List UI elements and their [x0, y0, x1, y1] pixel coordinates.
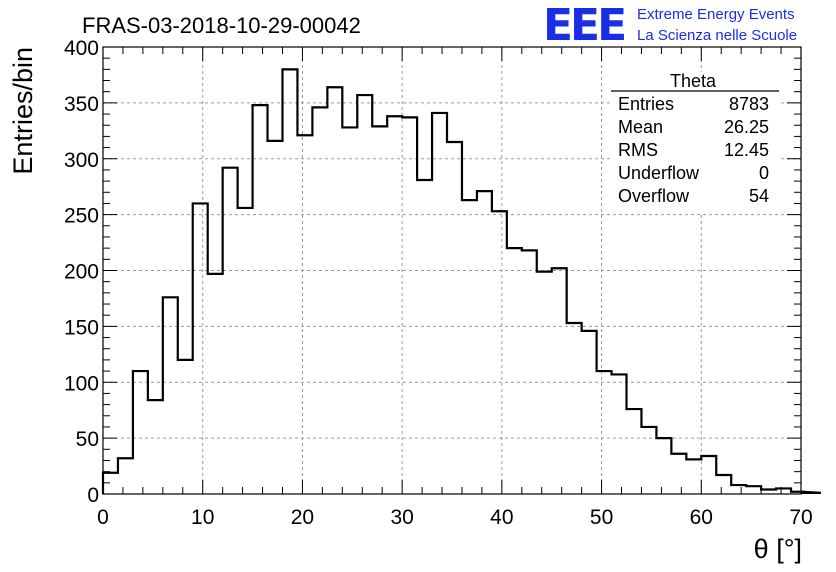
histogram-bin: [507, 248, 522, 494]
histogram-bin: [656, 438, 671, 494]
histogram-bin: [567, 323, 582, 494]
histogram-bin: [253, 105, 268, 494]
histogram-bin: [133, 371, 148, 494]
y-tick-label: 0: [87, 484, 99, 507]
stats-label: Mean: [618, 117, 663, 137]
histogram-bin: [178, 360, 193, 494]
stats-value: 0: [759, 163, 769, 183]
histogram-bin: [327, 87, 342, 494]
histogram-bin: [641, 427, 656, 494]
histogram-bin: [731, 485, 746, 494]
histogram-bin: [612, 374, 627, 494]
x-tick-label: 0: [97, 506, 109, 529]
histogram-bin: [716, 475, 731, 494]
logo-line-2: La Scienza nelle Scuole: [637, 27, 797, 44]
histogram-bin: [537, 272, 552, 494]
stats-title: Theta: [670, 71, 717, 91]
y-axis-title: Entries/bin: [8, 47, 38, 175]
histogram-bin: [477, 191, 492, 494]
x-tick-label: 20: [291, 506, 314, 529]
stats-value: 54: [749, 186, 769, 206]
y-tick-label: 200: [64, 261, 99, 284]
x-tick-label: 50: [590, 506, 613, 529]
axis-ticks: [102, 46, 802, 495]
stats-label: Entries: [618, 94, 674, 114]
x-tick-label: 30: [390, 506, 413, 529]
histogram-bin: [522, 250, 537, 494]
histogram-bin: [402, 117, 417, 494]
stats-value: 8783: [729, 94, 769, 114]
stats-box: Theta Entries 8783 Mean 26.25 RMS 12.45 Underf…: [611, 71, 779, 212]
y-tick-label: 300: [64, 149, 99, 172]
eee-logo: EEE Extreme Energy Events La Scienza nel…: [543, 0, 797, 51]
y-tick-label: 400: [64, 37, 99, 60]
x-tick-label: 40: [490, 506, 513, 529]
tick-labels: 0 10 20 30 40 50 60 70 0 50 100 150 200 250 300 350 400: [64, 37, 813, 529]
histogram-bin: [552, 268, 567, 494]
histogram-bin: [746, 486, 761, 494]
y-tick-label: 350: [64, 93, 99, 116]
chart-title: FRAS-03-2018-10-29-00042: [82, 13, 361, 38]
histogram-bin: [238, 208, 253, 494]
histogram-bin: [118, 458, 133, 494]
histogram-bin: [268, 141, 283, 494]
histogram-bin: [417, 180, 432, 494]
histogram-bin: [701, 456, 716, 494]
histogram-bin: [447, 142, 462, 494]
histogram-bin: [372, 126, 387, 494]
histogram-bin: [582, 331, 597, 494]
y-tick-label: 100: [64, 372, 99, 395]
histogram-bin: [103, 473, 118, 494]
stats-label: RMS: [618, 140, 658, 160]
histogram-bin: [342, 127, 357, 494]
histogram-bin: [462, 200, 477, 494]
x-tick-label: 60: [690, 506, 713, 529]
histogram-bin: [597, 371, 612, 494]
histogram-bin: [223, 168, 238, 494]
histogram-bin: [357, 95, 372, 494]
histogram-bin: [297, 135, 312, 494]
histogram-bin: [312, 107, 327, 494]
x-tick-label: 70: [789, 506, 812, 529]
histogram-bin: [282, 69, 297, 494]
y-tick-label: 150: [64, 316, 99, 339]
y-tick-label: 250: [64, 205, 99, 228]
stats-value: 12.45: [724, 140, 769, 160]
eee-logo-mark: EEE: [543, 0, 624, 51]
histogram-bin: [387, 116, 402, 494]
histogram-bin: [148, 400, 163, 494]
histogram-bin: [492, 211, 507, 494]
histogram-bin: [432, 113, 447, 494]
x-axis-title: θ [°]: [754, 534, 802, 564]
histogram-bin: [208, 274, 223, 494]
logo-line-1: Extreme Energy Events: [637, 6, 795, 23]
stats-label: Underflow: [618, 163, 700, 183]
y-tick-label: 50: [76, 428, 99, 451]
histogram-outline: [101, 68, 822, 494]
histogram-bin: [193, 203, 208, 494]
histogram-bin: [686, 459, 701, 494]
stats-label: Overflow: [618, 186, 690, 206]
stats-value: 26.25: [724, 117, 769, 137]
histogram-bin: [671, 454, 686, 494]
histogram-bin: [627, 409, 642, 494]
x-tick-label: 10: [191, 506, 214, 529]
